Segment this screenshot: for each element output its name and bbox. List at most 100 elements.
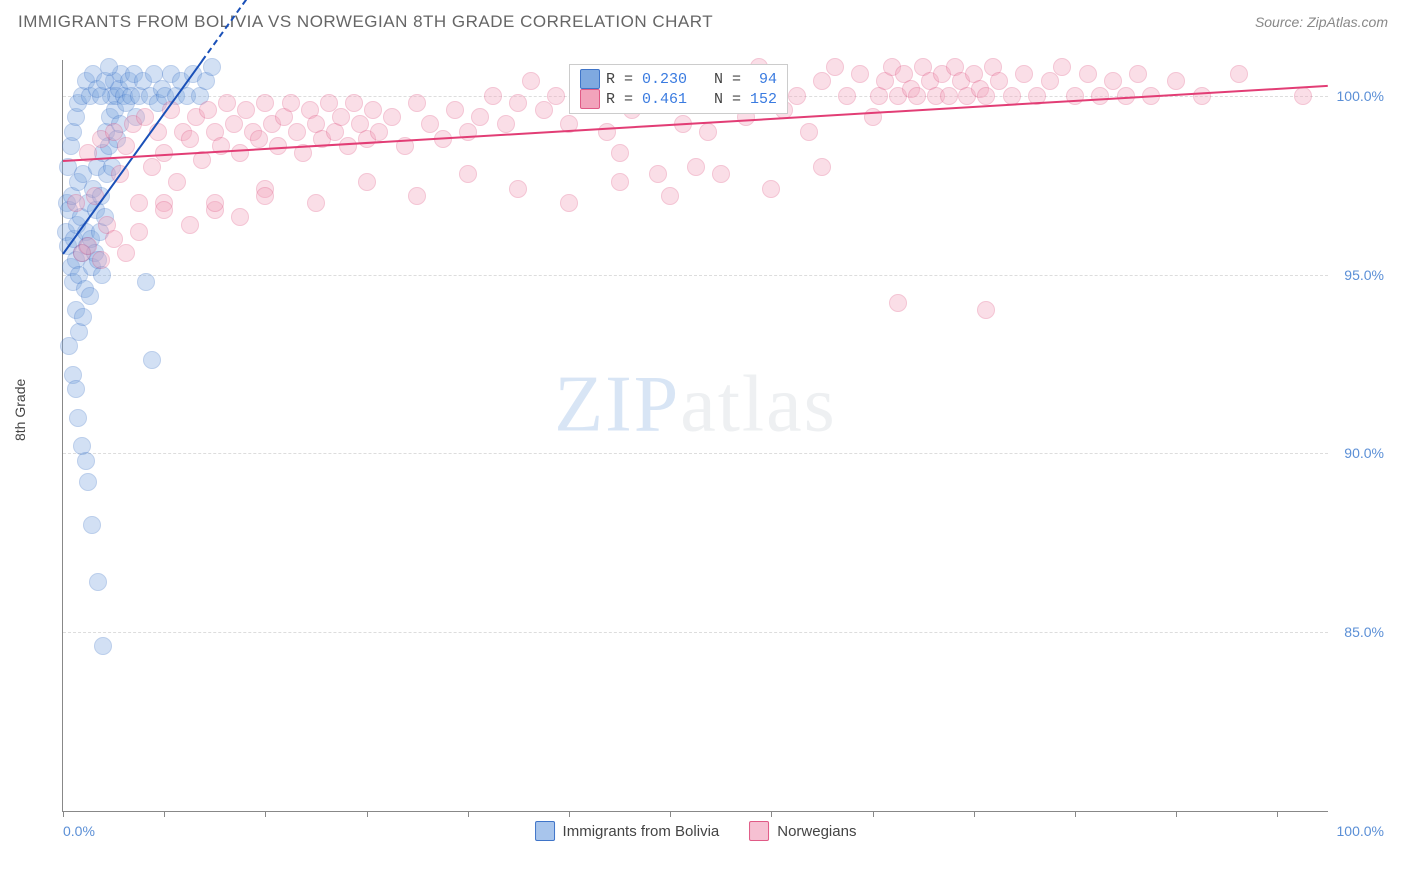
y-tick-label: 95.0% [1344,267,1384,283]
scatter-point [598,123,616,141]
chart-container: 8th Grade ZIPatlas 85.0%90.0%95.0%100.0%… [18,50,1388,872]
scatter-point [137,273,155,291]
legend-item: Norwegians [749,821,856,841]
legend-label: Immigrants from Bolivia [563,823,720,840]
scatter-point [788,87,806,105]
scatter-point [168,173,186,191]
scatter-point [67,380,85,398]
scatter-point [800,123,818,141]
scatter-point [117,244,135,262]
scatter-point [661,187,679,205]
stats-legend-row: R = 0.461 N = 152 [580,89,777,109]
watermark: ZIPatlas [554,360,837,451]
scatter-point [89,573,107,591]
scatter-point [408,187,426,205]
x-max-label: 100.0% [1337,823,1384,839]
scatter-point [1053,58,1071,76]
scatter-point [79,473,97,491]
scatter-point [81,287,99,305]
watermark-atlas: atlas [680,361,837,449]
scatter-point [611,144,629,162]
x-tick [974,811,975,817]
x-tick [1176,811,1177,817]
scatter-point [288,123,306,141]
x-tick [265,811,266,817]
scatter-point [383,108,401,126]
scatter-point [712,165,730,183]
scatter-point [459,165,477,183]
scatter-point [977,87,995,105]
y-tick-label: 85.0% [1344,624,1384,640]
scatter-point [535,101,553,119]
scatter-point [143,158,161,176]
scatter-point [206,194,224,212]
stats-text: R = 0.230 N = 94 [606,71,777,88]
x-min-label: 0.0% [63,823,95,839]
scatter-point [231,144,249,162]
scatter-point [649,165,667,183]
scatter-point [74,308,92,326]
scatter-point [560,194,578,212]
scatter-point [199,101,217,119]
scatter-point [1015,65,1033,83]
scatter-point [370,123,388,141]
scatter-point [1091,87,1109,105]
scatter-point [509,94,527,112]
legend-swatch [580,69,600,89]
scatter-point [100,58,118,76]
legend-swatch [749,821,769,841]
x-tick [1075,811,1076,817]
y-tick-label: 90.0% [1344,445,1384,461]
scatter-point [77,452,95,470]
scatter-point [1230,65,1248,83]
scatter-point [256,187,274,205]
scatter-point [446,101,464,119]
scatter-point [509,180,527,198]
scatter-point [203,58,221,76]
scatter-point [345,94,363,112]
y-tick-label: 100.0% [1337,88,1384,104]
scatter-point [69,409,87,427]
scatter-point [1193,87,1211,105]
scatter-point [547,87,565,105]
watermark-zip: ZIP [554,361,680,449]
scatter-point [851,65,869,83]
plot-area: ZIPatlas 85.0%90.0%95.0%100.0%0.0%100.0%… [62,60,1328,812]
x-tick [670,811,671,817]
legend-label: Norwegians [777,823,856,840]
scatter-point [1003,87,1021,105]
scatter-point [826,58,844,76]
x-tick [164,811,165,817]
scatter-point [1167,72,1185,90]
x-tick [873,811,874,817]
scatter-point [218,94,236,112]
scatter-point [256,94,274,112]
scatter-point [699,123,717,141]
x-tick [367,811,368,817]
scatter-point [364,101,382,119]
scatter-point [497,115,515,133]
bottom-legend: Immigrants from Bolivia Norwegians [535,821,857,841]
scatter-point [282,94,300,112]
gridline [63,275,1328,276]
scatter-point [231,208,249,226]
scatter-point [687,158,705,176]
stats-legend-row: R = 0.230 N = 94 [580,69,777,89]
scatter-point [940,87,958,105]
scatter-point [83,516,101,534]
scatter-point [155,201,173,219]
scatter-point [181,216,199,234]
scatter-point [813,158,831,176]
scatter-point [1129,65,1147,83]
legend-swatch [580,89,600,109]
scatter-point [143,351,161,369]
scatter-point [92,251,110,269]
scatter-point [889,294,907,312]
scatter-point [130,194,148,212]
scatter-point [908,87,926,105]
scatter-point [67,194,85,212]
stats-text: R = 0.461 N = 152 [606,91,777,108]
x-tick [771,811,772,817]
scatter-point [181,130,199,148]
scatter-point [1041,72,1059,90]
